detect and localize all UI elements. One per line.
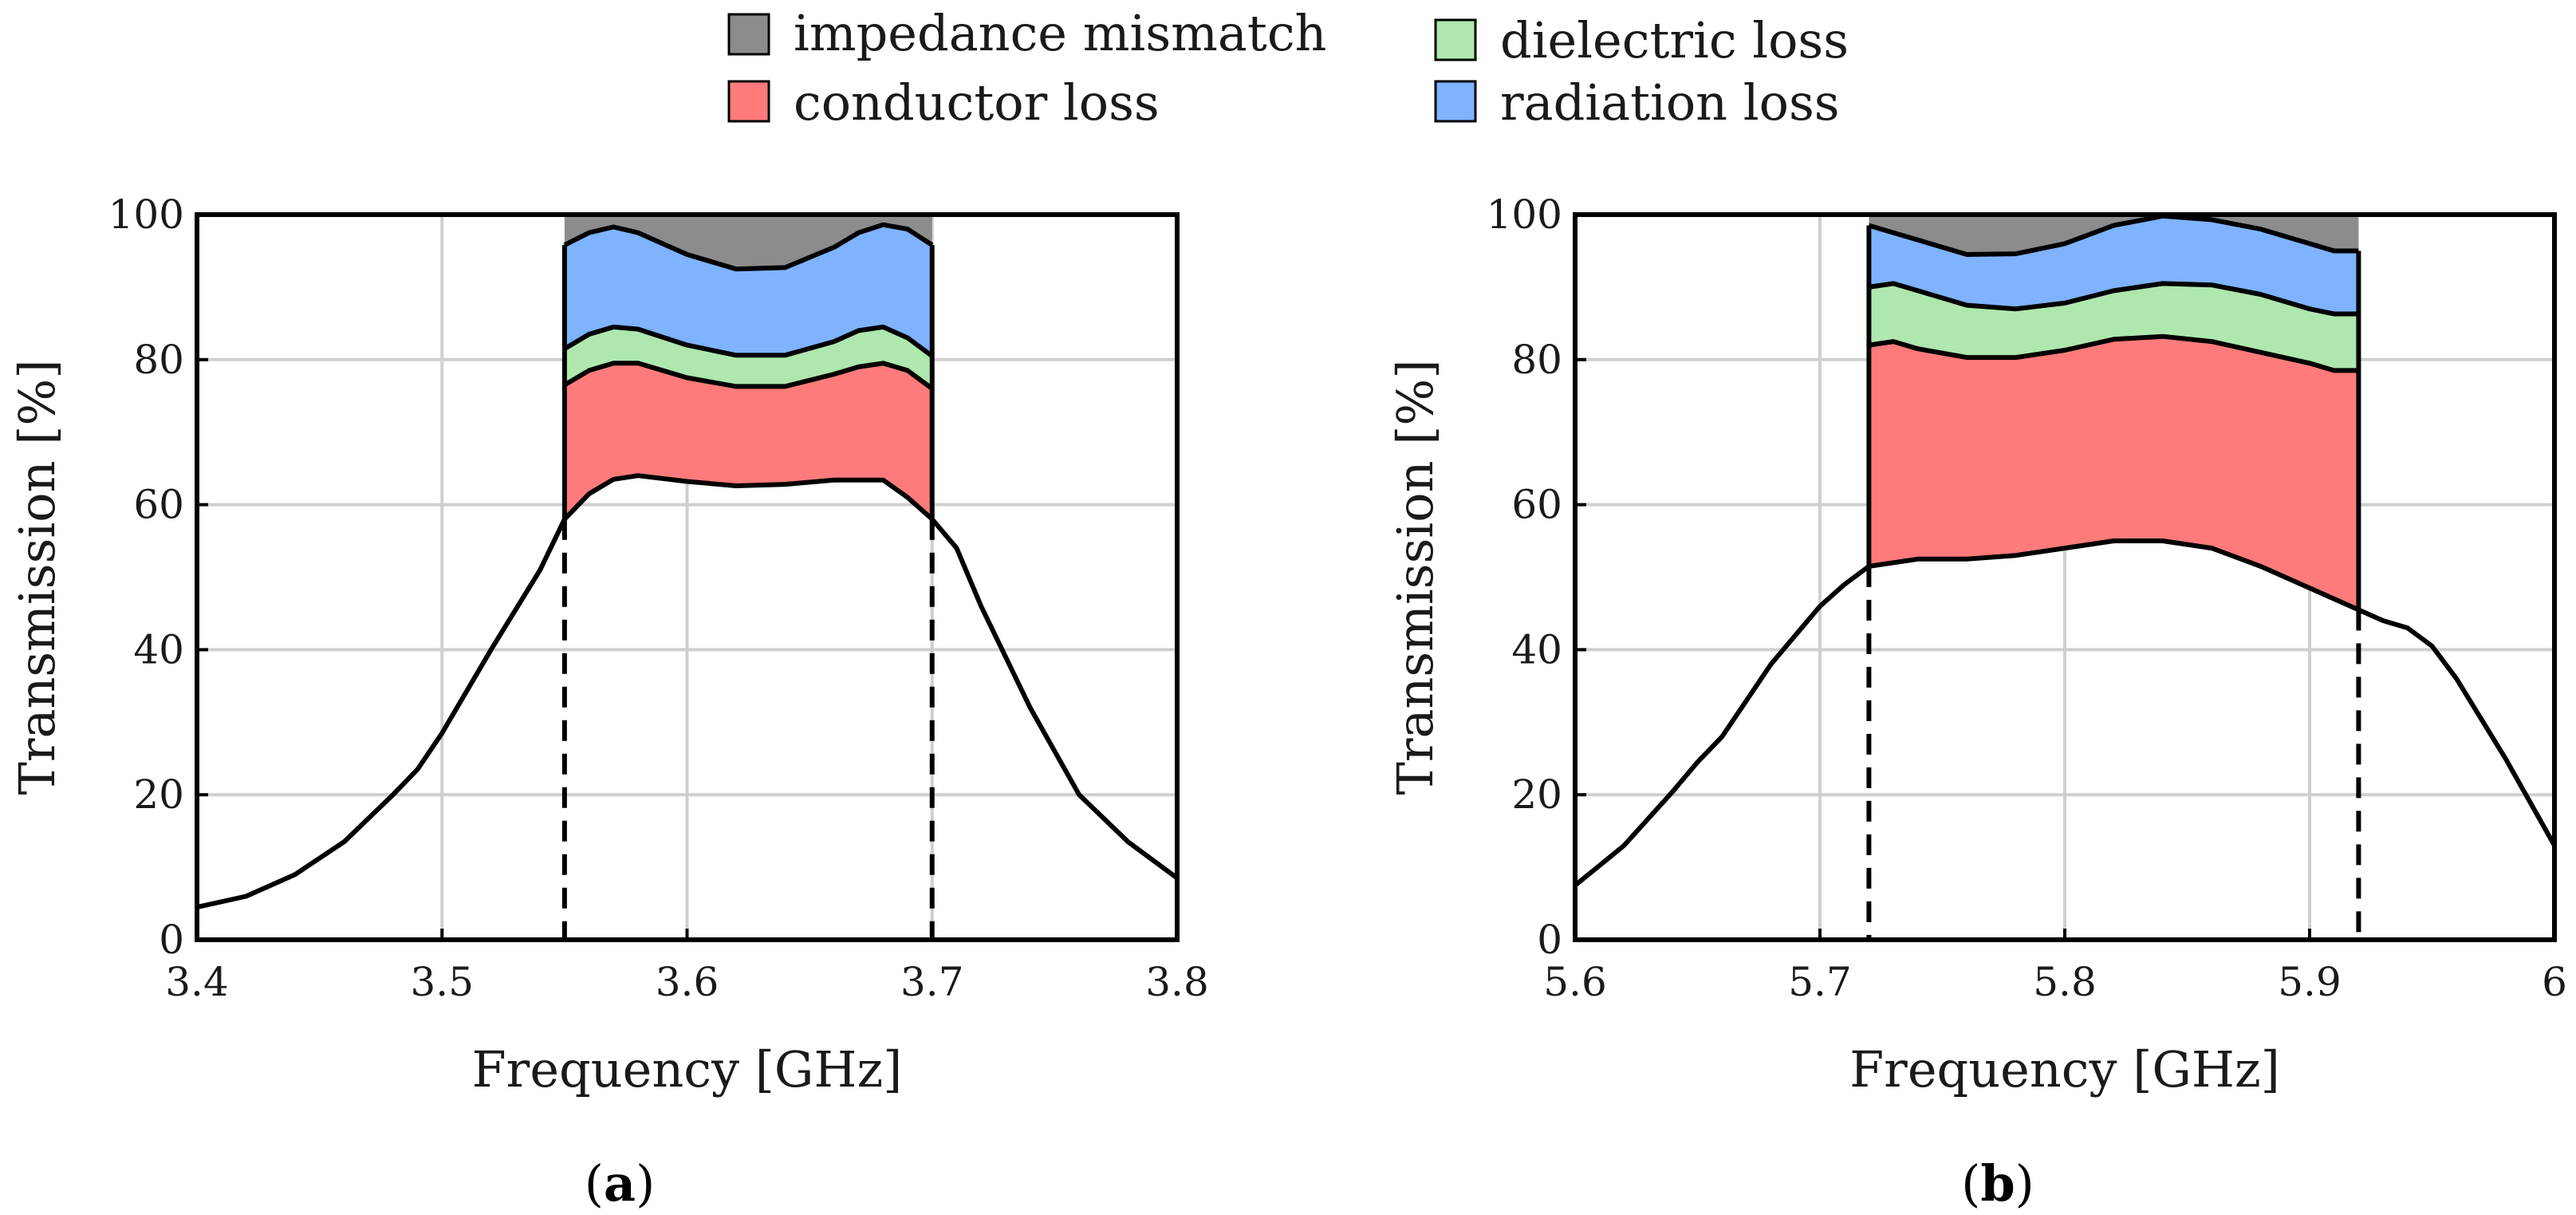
x-axis-label-b: Frequency [GHz] bbox=[1849, 1040, 2280, 1099]
area-impedance-a bbox=[564, 215, 932, 270]
legend-swatch-impedance bbox=[727, 13, 770, 56]
y-tick-label-a: 40 bbox=[133, 626, 184, 673]
x-tick-label-b: 5.9 bbox=[2278, 959, 2342, 1005]
transmission-curve-a bbox=[196, 473, 1179, 910]
x-tick-label-a: 3.5 bbox=[410, 959, 474, 1005]
loss-areas-a bbox=[564, 215, 932, 519]
y-tick-label-a: 100 bbox=[108, 191, 184, 238]
y-tick-labels-a: 0 20 40 60 80 100 bbox=[108, 191, 208, 963]
legend-item-impedance: impedance mismatch bbox=[727, 4, 1326, 62]
caption-close-a: ) bbox=[636, 1154, 655, 1213]
x-tick-labels-a: 3.4 3.5 3.6 3.7 3.8 bbox=[165, 929, 1209, 1005]
legend-label-conductor: conductor loss bbox=[794, 73, 1160, 132]
boundary-conductor-b bbox=[1868, 333, 2359, 373]
boundary-dielectric-b bbox=[1868, 281, 2359, 317]
y-tick-label-b: 60 bbox=[1511, 482, 1562, 528]
chart-panel-b: 5.6 5.7 5.8 5.9 6 0 20 40 60 80 100 Frequency [GH… bbox=[1386, 191, 2567, 1213]
y-tick-label-b: 0 bbox=[1537, 917, 1562, 963]
caption-letter-b: b bbox=[1980, 1154, 2015, 1213]
boundary-dielectric-a bbox=[563, 324, 934, 358]
legend-label-radiation: radiation loss bbox=[1500, 73, 1840, 132]
caption-open-a: ( bbox=[585, 1154, 604, 1213]
legend-item-dielectric: dielectric loss bbox=[1434, 11, 1849, 69]
curves-b bbox=[1574, 213, 2557, 940]
x-tick-label-a: 3.8 bbox=[1145, 959, 1209, 1005]
legend: impedance mismatch dielectric loss condu… bbox=[727, 4, 1849, 132]
x-tick-label-b: 5.8 bbox=[2033, 959, 2097, 1005]
caption-letter-a: a bbox=[604, 1154, 636, 1213]
x-tick-label-a: 3.7 bbox=[900, 959, 964, 1005]
caption-close-b: ) bbox=[2015, 1154, 2034, 1213]
chart-panel-a: 3.4 3.5 3.6 3.7 3.8 0 20 40 60 80 100 Frequency [… bbox=[8, 191, 1209, 1213]
panel-caption-b: (b) bbox=[1961, 1154, 2034, 1213]
curves-a bbox=[196, 222, 1179, 940]
x-tick-label-b: 5.7 bbox=[1788, 959, 1852, 1005]
legend-swatch-conductor bbox=[727, 80, 770, 123]
area-dielectric-a bbox=[564, 326, 932, 389]
area-conductor-b bbox=[1869, 336, 2359, 610]
y-tick-label-a: 80 bbox=[133, 337, 184, 383]
transmission-curve-b bbox=[1574, 538, 2557, 888]
x-tick-label-b: 5.6 bbox=[1543, 959, 1607, 1005]
legend-swatch-radiation bbox=[1434, 80, 1477, 123]
caption-open-b: ( bbox=[1961, 1154, 1980, 1213]
boundary-conductor-a bbox=[563, 361, 934, 391]
boundary-radiation-b bbox=[1868, 213, 2359, 257]
y-tick-label-b: 40 bbox=[1511, 626, 1562, 673]
y-axis-label-b: Transmission [%] bbox=[1386, 359, 1444, 795]
area-dielectric-b bbox=[1869, 283, 2359, 371]
x-tick-labels-b: 5.6 5.7 5.8 5.9 6 bbox=[1543, 929, 2567, 1005]
x-tick-label-b: 6 bbox=[2542, 959, 2567, 1005]
y-tick-labels-b: 0 20 40 60 80 100 bbox=[1487, 191, 1586, 963]
x-axis-label-a: Frequency [GHz] bbox=[472, 1040, 903, 1099]
legend-label-impedance: impedance mismatch bbox=[794, 4, 1326, 62]
y-tick-label-a: 60 bbox=[133, 482, 184, 528]
area-radiation-a bbox=[564, 224, 932, 357]
y-tick-label-b: 100 bbox=[1487, 191, 1562, 238]
panel-caption-a: (a) bbox=[585, 1154, 656, 1213]
legend-label-dielectric: dielectric loss bbox=[1500, 11, 1849, 69]
legend-item-conductor: conductor loss bbox=[727, 73, 1160, 132]
y-axis-label-a: Transmission [%] bbox=[8, 359, 66, 795]
boundary-radiation-a bbox=[563, 222, 934, 272]
legend-swatch-dielectric bbox=[1434, 18, 1477, 61]
y-tick-label-a: 0 bbox=[159, 917, 184, 963]
area-conductor-a bbox=[564, 363, 932, 519]
legend-item-radiation: radiation loss bbox=[1434, 73, 1840, 132]
loss-areas-b bbox=[1869, 215, 2359, 610]
y-tick-label-b: 80 bbox=[1511, 337, 1562, 383]
x-tick-label-a: 3.4 bbox=[165, 959, 229, 1005]
y-tick-label-b: 20 bbox=[1511, 771, 1562, 818]
y-tick-label-a: 20 bbox=[133, 771, 184, 818]
x-tick-label-a: 3.6 bbox=[656, 959, 719, 1005]
area-impedance-b bbox=[1869, 215, 2359, 254]
